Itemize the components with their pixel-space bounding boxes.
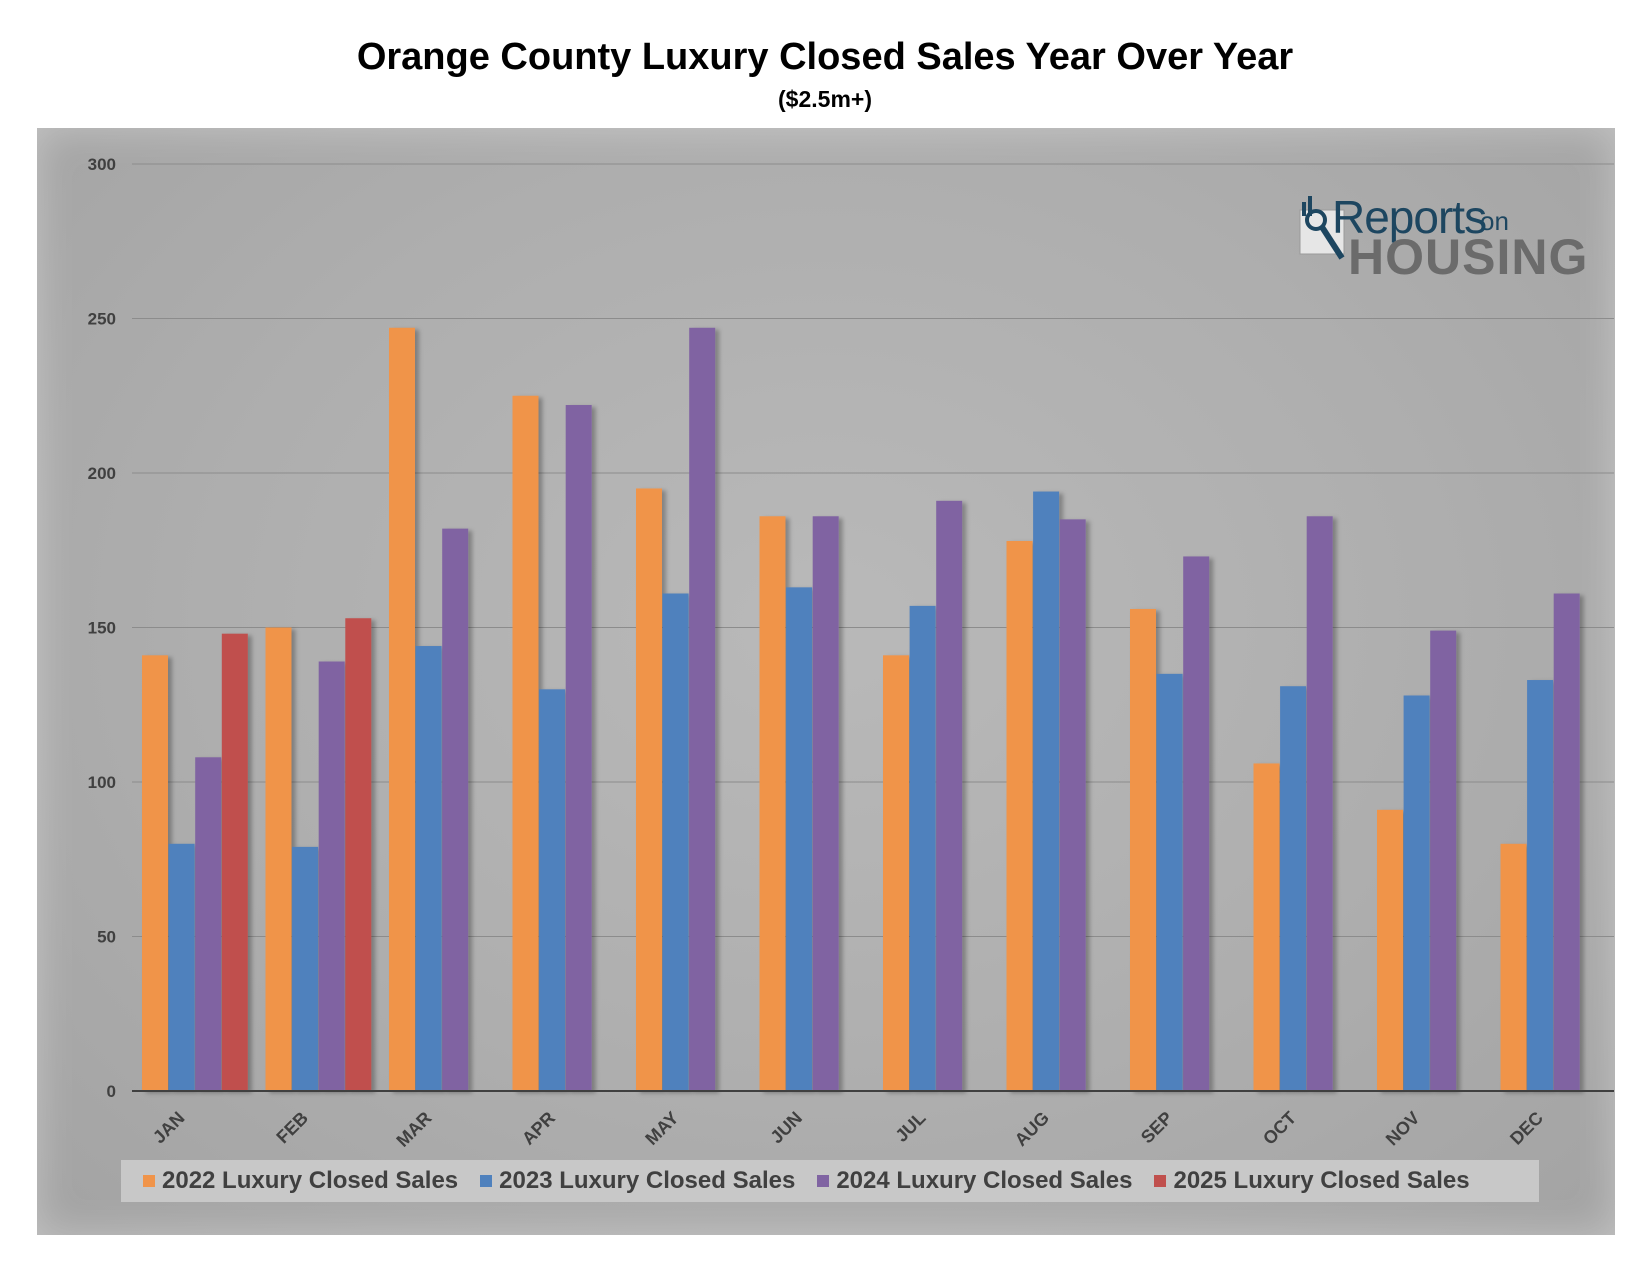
bar-mar-series-3 — [442, 528, 469, 1091]
legend-label: 2024 Luxury Closed Sales — [836, 1167, 1133, 1194]
bar-jul-series-2 — [909, 605, 936, 1091]
logo-text-on: on — [1480, 206, 1509, 236]
x-tick-label: JUL — [891, 1108, 929, 1146]
bars — [142, 327, 1580, 1091]
bar-mar-series-1 — [389, 327, 415, 1091]
gridlines — [132, 163, 1614, 937]
reports-on-housing-logo: Reports on HOUSING — [1296, 190, 1587, 290]
bar-jun-series-3 — [812, 516, 839, 1091]
x-tick-label: AUG — [1011, 1108, 1053, 1150]
bar-aug-series-3 — [1059, 519, 1086, 1091]
bar-oct-series-3 — [1306, 516, 1333, 1091]
y-tick-label: 150 — [88, 619, 116, 638]
bar-apr-series-1 — [512, 395, 539, 1091]
legend-swatch — [1154, 1175, 1167, 1187]
bar-oct-series-1 — [1253, 763, 1280, 1091]
legend-item: 2025 Luxury Closed Sales — [1154, 1167, 1470, 1195]
bar-nov-series-2 — [1403, 695, 1430, 1091]
bar-aug-series-2 — [1033, 491, 1060, 1091]
x-tick-label: MAY — [641, 1108, 682, 1149]
bar-sep-series-3 — [1183, 556, 1210, 1091]
y-tick-label: 50 — [97, 928, 116, 947]
bar-jan-series-1 — [142, 655, 168, 1091]
bar-dec-series-1 — [1500, 843, 1527, 1091]
bar-oct-series-2 — [1280, 686, 1307, 1091]
bar-jun-series-1 — [759, 516, 786, 1091]
legend-swatch — [143, 1175, 155, 1187]
bar-jul-series-3 — [936, 500, 963, 1091]
bar-jan-series-2 — [168, 843, 195, 1091]
logo-text-housing: HOUSING — [1348, 229, 1589, 285]
bar-jan-series-4 — [221, 633, 248, 1091]
x-tick-label: JAN — [149, 1108, 189, 1148]
y-tick-label: 0 — [107, 1082, 116, 1101]
bar-apr-series-3 — [565, 405, 592, 1091]
x-tick-label: FEB — [272, 1108, 312, 1148]
bar-dec-series-2 — [1527, 680, 1554, 1091]
legend-swatch — [480, 1175, 493, 1187]
bar-feb-series-1 — [265, 627, 292, 1091]
legend-label: 2025 Luxury Closed Sales — [1173, 1167, 1470, 1194]
bar-jul-series-1 — [883, 655, 909, 1091]
bar-nov-series-3 — [1430, 630, 1457, 1091]
bar-aug-series-1 — [1006, 540, 1033, 1091]
bar-sep-series-1 — [1130, 608, 1156, 1091]
x-tick-label: JUN — [766, 1108, 806, 1148]
bar-may-series-2 — [662, 593, 689, 1091]
legend-label: 2023 Luxury Closed Sales — [499, 1167, 796, 1194]
x-axis-ticks: JAN FEB MAR APR MAY JUN JUL AUG SEP OCT NOV DEC — [149, 1108, 1547, 1151]
magnifier-chart-icon — [1299, 196, 1345, 260]
x-tick-label: NOV — [1382, 1108, 1424, 1150]
chart-title: Orange County Luxury Closed Sales Year O… — [356, 36, 1294, 78]
bar-may-series-1 — [636, 488, 662, 1091]
bar-may-series-3 — [689, 327, 716, 1091]
y-tick-label: 250 — [88, 310, 116, 329]
y-tick-label: 200 — [88, 464, 116, 483]
chart-legend: 2022 Luxury Closed Sales 2023 Luxury Clos… — [121, 1160, 1539, 1202]
y-tick-label: 300 — [88, 155, 116, 174]
bar-apr-series-2 — [539, 689, 566, 1091]
bar-feb-series-2 — [292, 846, 319, 1091]
bar-jan-series-3 — [195, 757, 222, 1091]
legend-label: 2022 Luxury Closed Sales — [162, 1167, 459, 1194]
bar-feb-series-3 — [318, 661, 345, 1091]
bar-dec-series-3 — [1553, 593, 1580, 1091]
bar-feb-series-4 — [345, 618, 372, 1091]
chart-subtitle: ($2.5m+) — [778, 86, 872, 112]
x-tick-label: SEP — [1137, 1108, 1177, 1148]
legend-swatch — [817, 1175, 830, 1187]
x-tick-label: MAR — [392, 1108, 435, 1151]
bar-nov-series-1 — [1377, 809, 1403, 1091]
legend-item: 2024 Luxury Closed Sales — [817, 1167, 1132, 1195]
bar-sep-series-2 — [1156, 673, 1183, 1091]
x-tick-label: DEC — [1506, 1108, 1547, 1149]
y-tick-label: 100 — [88, 773, 116, 792]
x-tick-label: OCT — [1259, 1108, 1300, 1149]
logo-text-reports: Reports — [1332, 191, 1487, 243]
legend-item: 2023 Luxury Closed Sales — [480, 1167, 795, 1195]
bar-jun-series-2 — [786, 587, 813, 1091]
legend-item: 2022 Luxury Closed Sales — [143, 1167, 458, 1195]
bar-mar-series-2 — [415, 646, 442, 1091]
x-tick-label: APR — [518, 1108, 559, 1149]
y-axis-ticks: 0 50 100 150 200 250 300 — [88, 155, 116, 1101]
